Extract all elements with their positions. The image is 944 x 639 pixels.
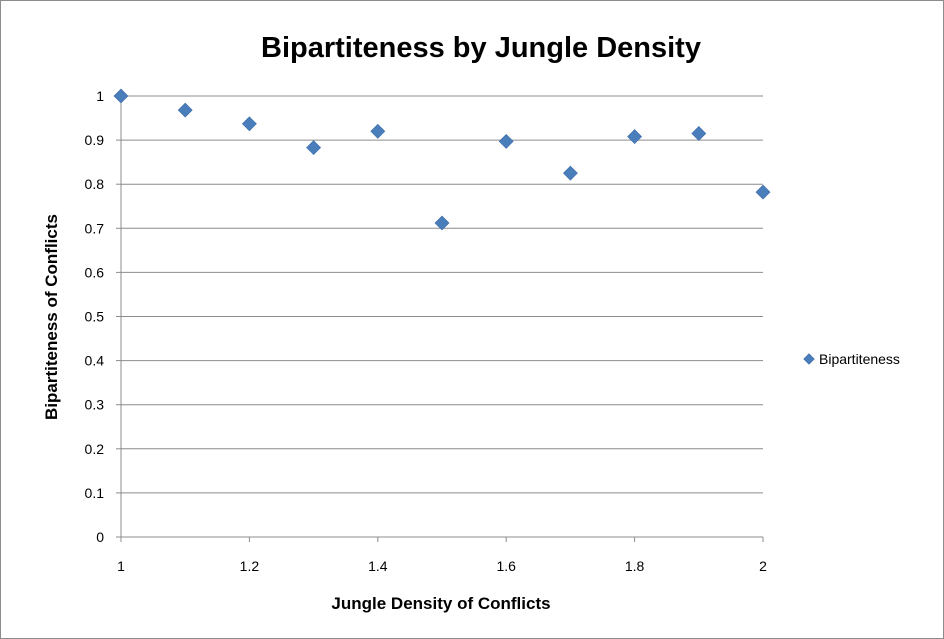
y-tick-label: 0.5 — [85, 309, 105, 325]
data-point — [177, 102, 193, 118]
legend-marker — [803, 353, 815, 365]
data-point — [562, 165, 578, 181]
data-point — [691, 126, 707, 141]
y-tick-label: 0.4 — [85, 353, 105, 369]
data-point — [370, 123, 386, 139]
x-tick-labels: 1 1.2 1.4 1.6 1.8 2 — [117, 558, 767, 574]
y-axis-title: Bipartiteness of Conflicts — [42, 214, 61, 420]
y-tick-label: 0 — [96, 529, 104, 545]
data-point — [755, 184, 771, 200]
y-tick-label: 0.1 — [85, 485, 105, 501]
data-point — [498, 133, 514, 149]
x-tick-label: 1.8 — [625, 558, 645, 574]
data-point — [113, 88, 129, 104]
x-axis-title: Jungle Density of Conflicts — [331, 594, 550, 613]
data-point — [627, 129, 643, 144]
y-tick-label: 0.3 — [85, 397, 105, 413]
y-tick-label: 0.6 — [85, 264, 105, 280]
x-tick-label: 1 — [117, 558, 125, 574]
x-tick-label: 1.6 — [496, 558, 516, 574]
y-tick-label: 0.2 — [85, 441, 105, 457]
y-tick-label: 1 — [96, 88, 104, 104]
data-point — [434, 215, 450, 231]
y-tick-label: 0.8 — [85, 176, 105, 192]
gridlines — [121, 95, 763, 494]
legend-label: Bipartiteness — [819, 351, 900, 367]
axes — [116, 95, 764, 542]
data-points — [113, 88, 771, 231]
data-point — [241, 116, 257, 132]
x-tick-label: 2 — [759, 558, 767, 574]
y-tick-label: 0.7 — [85, 220, 105, 236]
x-tick-label: 1.4 — [368, 558, 388, 574]
x-tick-label: 1.2 — [240, 558, 260, 574]
y-tick-labels: 0 0.1 0.2 0.3 0.4 0.5 0.6 0.7 0.8 0.9 1 — [85, 88, 105, 545]
y-tick-label: 0.9 — [85, 132, 105, 148]
chart-title: Bipartiteness by Jungle Density — [261, 32, 701, 64]
data-point — [306, 140, 322, 156]
legend: Bipartiteness — [803, 351, 900, 367]
